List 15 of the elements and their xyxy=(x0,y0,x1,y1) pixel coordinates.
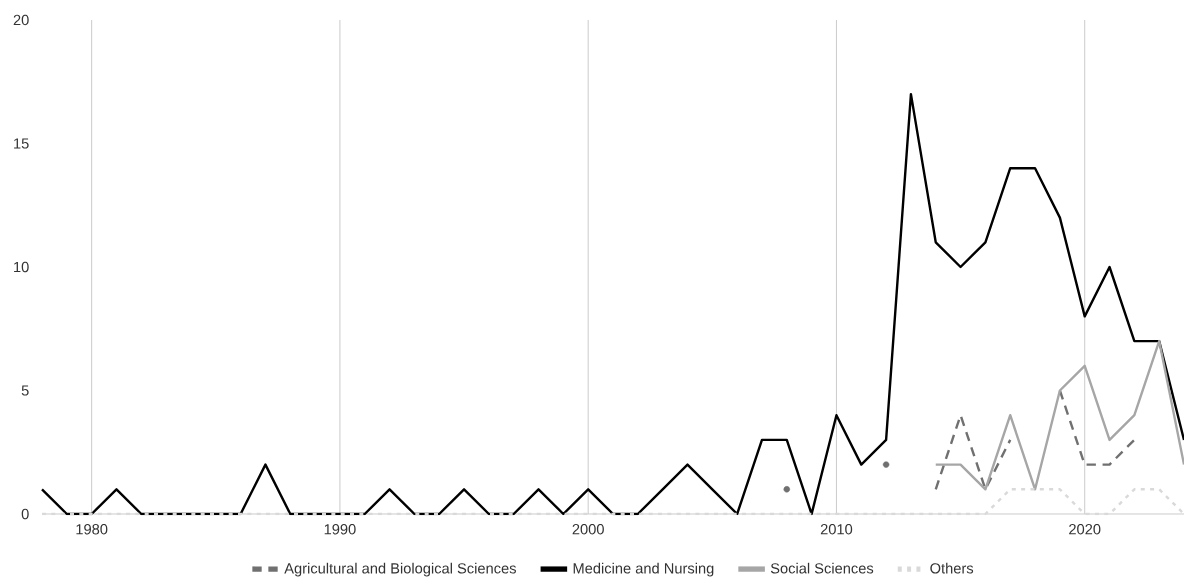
x-tick-label: 1980 xyxy=(76,524,108,535)
y-tick-label: 0 xyxy=(21,508,29,520)
legend-label: Others xyxy=(930,562,974,574)
line-series xyxy=(934,339,1184,491)
legend-label: Medicine and Nursing xyxy=(573,562,714,577)
x-tick-label: 1990 xyxy=(324,524,356,535)
y-tick-label: 10 xyxy=(14,261,29,273)
x-tick-label: 2020 xyxy=(1069,524,1101,535)
x-tick-label: 2010 xyxy=(820,524,853,535)
y-tick-label: 20 xyxy=(13,14,29,26)
y-tick-label: 15 xyxy=(14,138,29,149)
legend-label: Social Sciences xyxy=(770,562,874,574)
y-tick-label: 5 xyxy=(21,385,29,396)
legend-label: Agricultural and Biological Sciences xyxy=(284,562,516,577)
x-tick-label: 2000 xyxy=(572,524,604,535)
